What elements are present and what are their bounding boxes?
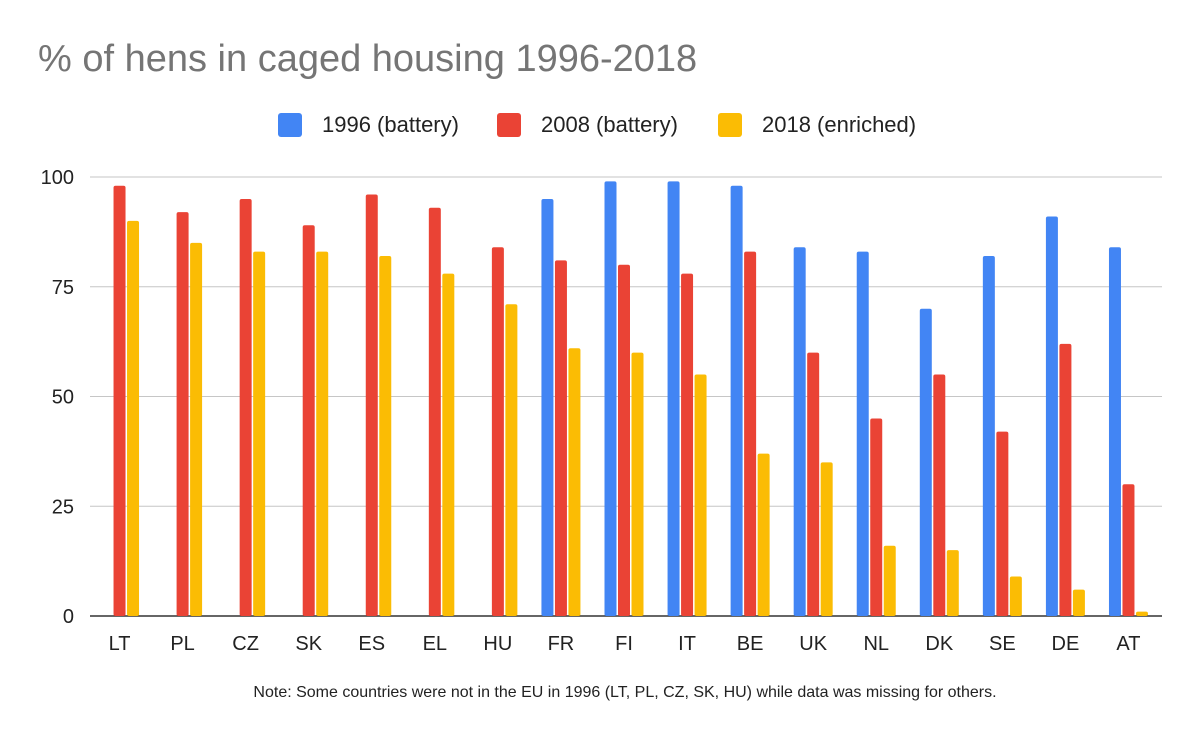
- bar: [1108, 247, 1121, 617]
- bar: [1135, 611, 1148, 616]
- x-tick-label: BE: [737, 633, 764, 655]
- bar: [618, 264, 630, 616]
- legend: 1996 (battery) 2008 (battery) 2018 (enri…: [0, 110, 1200, 140]
- bar: [919, 308, 932, 616]
- bar: [604, 181, 617, 616]
- bar: [730, 185, 743, 616]
- bar: [554, 260, 567, 616]
- x-tick-label: ES: [358, 633, 385, 655]
- x-tick-label: SE: [989, 633, 1016, 655]
- legend-label-1996: 1996 (battery): [322, 112, 459, 137]
- legend-item-2008: 2008 (battery): [497, 110, 678, 140]
- x-tick-label: AT: [1116, 633, 1140, 655]
- bar: [113, 185, 126, 616]
- bar: [744, 251, 757, 616]
- bar: [1009, 576, 1022, 616]
- bar: [946, 550, 959, 616]
- bar: [1045, 216, 1058, 616]
- chart-title: % of hens in caged housing 1996-2018: [38, 38, 698, 80]
- legend-label-2018: 2018 (enriched): [762, 112, 917, 137]
- bar: [302, 225, 315, 617]
- bar: [190, 242, 203, 616]
- bar: [793, 247, 806, 617]
- x-tick-label: SK: [295, 633, 322, 655]
- x-tick-label: HU: [483, 633, 512, 655]
- chart-note: Note: Some countries were not in the EU …: [253, 684, 997, 701]
- x-tick-label: DE: [1052, 633, 1080, 655]
- bar: [491, 247, 504, 617]
- bar: [856, 251, 869, 616]
- bar: [176, 212, 189, 616]
- legend-swatch-2008: [497, 113, 521, 137]
- bar: [428, 207, 441, 617]
- bar: [253, 251, 266, 616]
- bar: [365, 194, 378, 616]
- legend-label-2008: 2008 (battery): [541, 112, 678, 137]
- y-tick-label: 100: [41, 167, 74, 189]
- bar: [870, 418, 883, 616]
- legend-swatch-1996: [278, 113, 302, 137]
- y-tick-label: 0: [63, 606, 74, 628]
- x-tick-label: UK: [799, 633, 827, 655]
- x-tick-label: IT: [678, 633, 696, 655]
- bar: [757, 453, 770, 616]
- x-tick-label: NL: [863, 633, 889, 655]
- bar: [379, 256, 392, 616]
- x-tick-label: FR: [548, 633, 575, 655]
- bar: [883, 545, 896, 616]
- bar: [1059, 343, 1072, 616]
- bar: [996, 431, 1009, 616]
- bar: [541, 198, 554, 616]
- bar: [681, 273, 694, 616]
- x-tick-label: LT: [109, 633, 131, 655]
- x-tick-label: CZ: [232, 633, 259, 655]
- bar: [807, 352, 820, 616]
- x-tick-label: DK: [925, 633, 953, 655]
- bar: [442, 273, 455, 616]
- bar: [239, 198, 252, 616]
- legend-swatch-2018: [718, 113, 742, 137]
- bar: [127, 220, 140, 616]
- x-tick-label: EL: [423, 633, 447, 655]
- bar: [1072, 589, 1085, 616]
- y-tick-label: 25: [52, 496, 74, 518]
- bar: [568, 348, 581, 616]
- bar: [694, 374, 707, 616]
- bar: [933, 374, 946, 616]
- x-tick-label: PL: [170, 633, 194, 655]
- bar: [631, 352, 644, 616]
- bar: [316, 251, 329, 616]
- y-tick-label: 75: [52, 277, 74, 299]
- bar: [820, 462, 833, 616]
- x-tick-label: FI: [615, 633, 633, 655]
- legend-item-1996: 1996 (battery): [278, 110, 459, 140]
- bar: [667, 181, 680, 616]
- bar: [982, 256, 995, 616]
- bar: [1122, 484, 1135, 616]
- y-tick-label: 50: [52, 387, 74, 409]
- bar: [505, 304, 518, 616]
- legend-item-2018: 2018 (enriched): [718, 110, 916, 140]
